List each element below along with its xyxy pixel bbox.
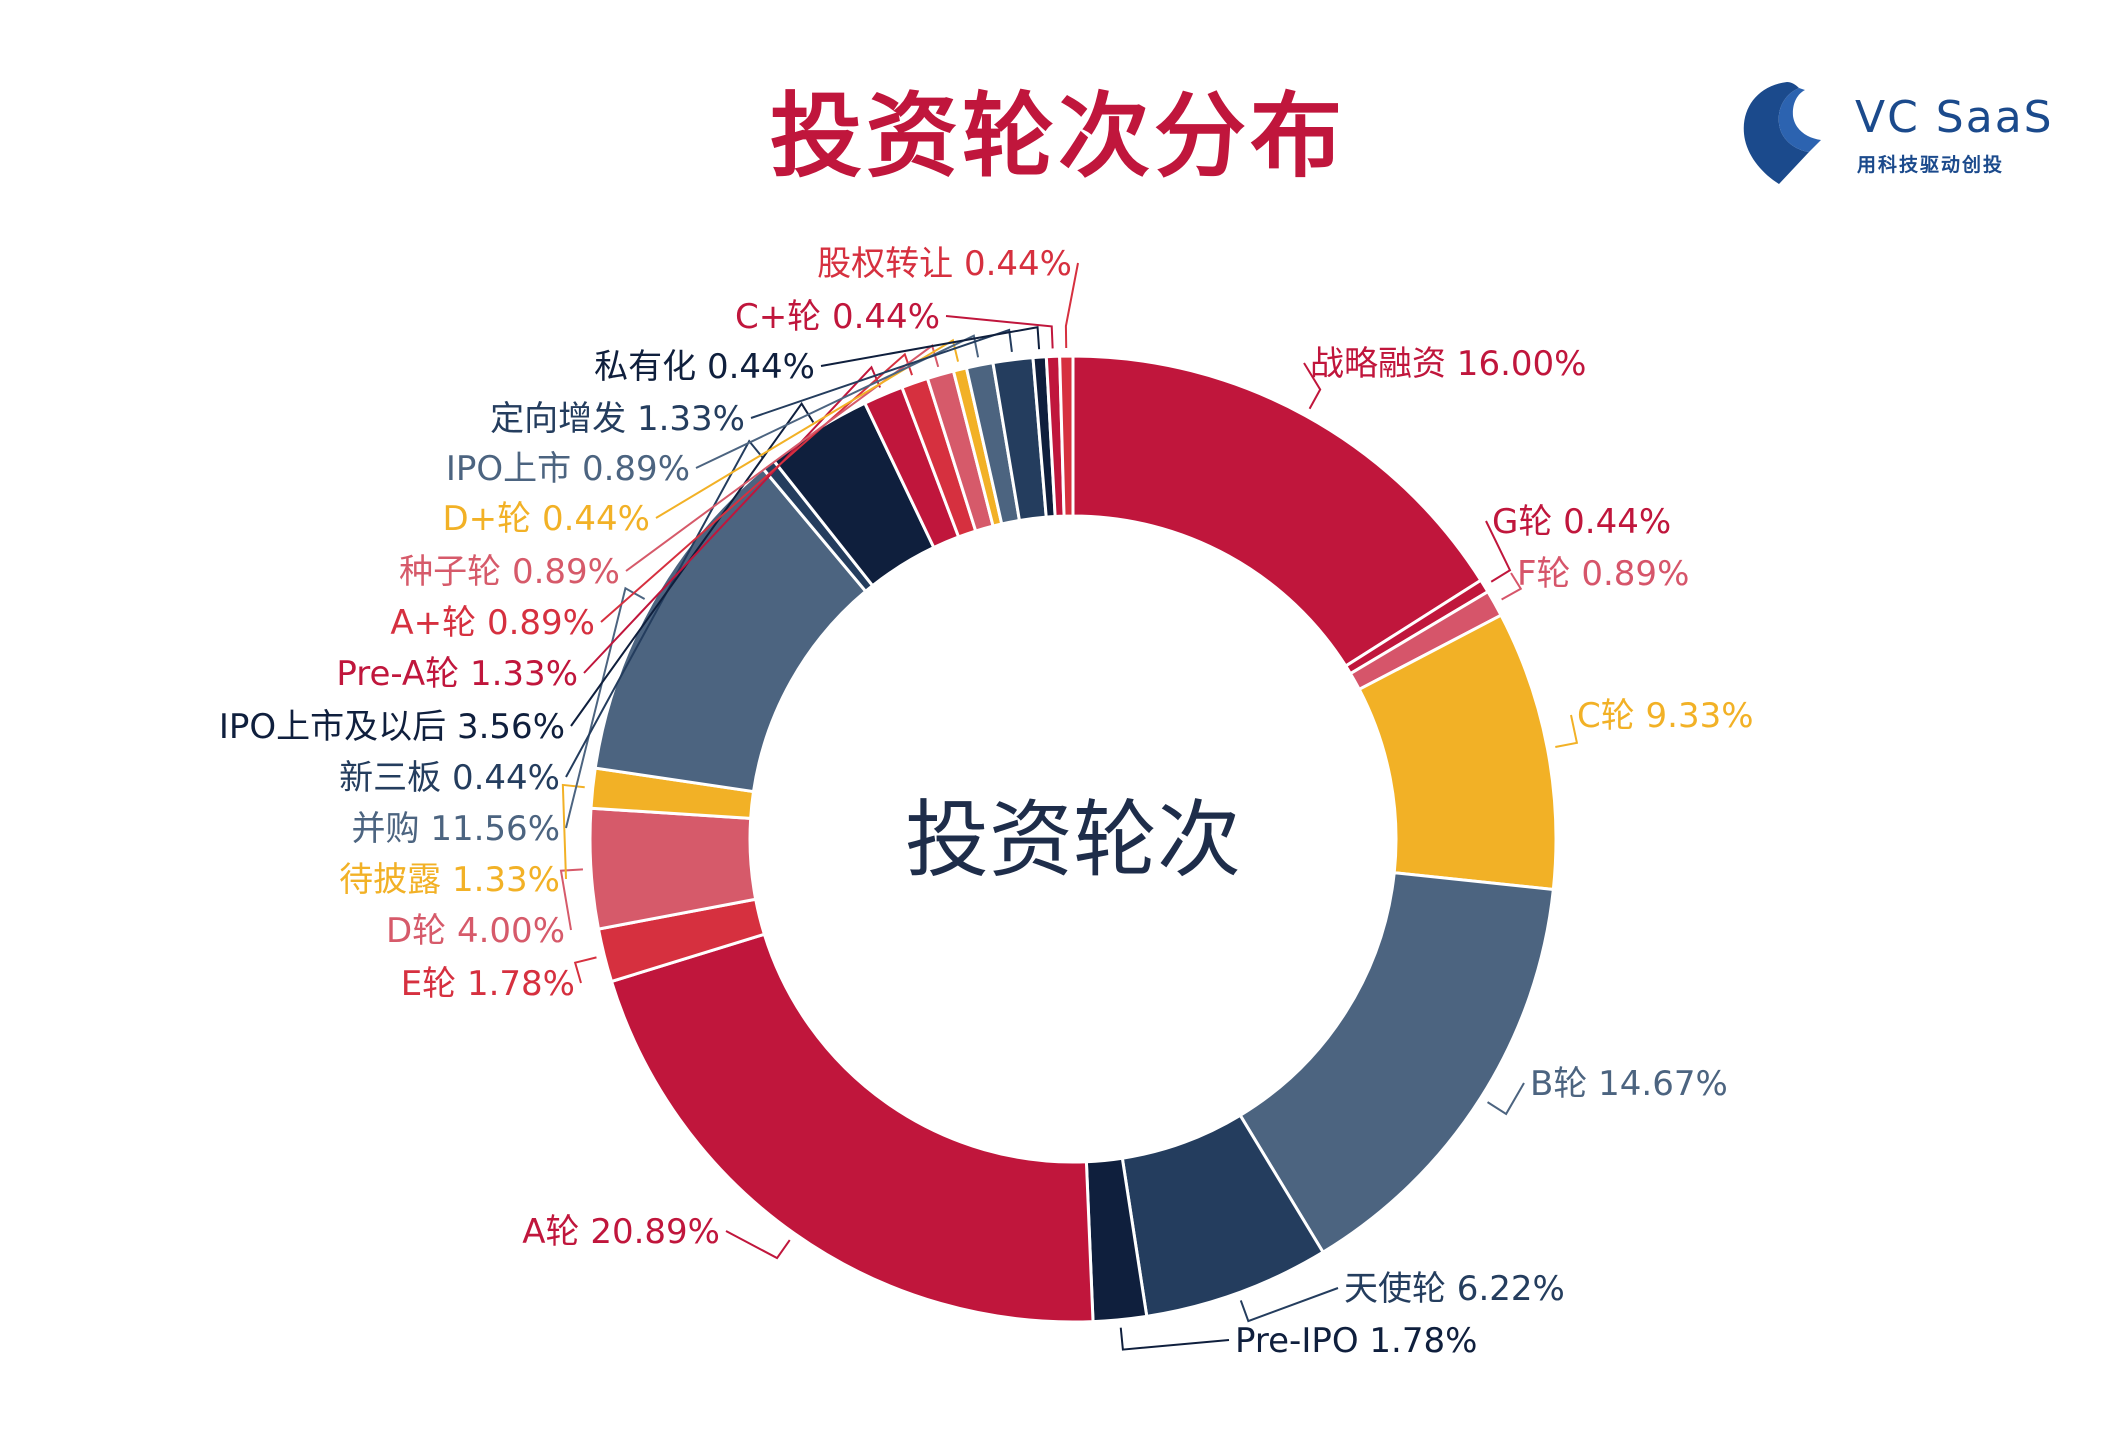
slice-label: IPO上市 0.89% bbox=[446, 449, 690, 489]
slice-label: 股权转让 0.44% bbox=[817, 244, 1072, 284]
leader-line bbox=[695, 334, 980, 469]
slice-label: 天使轮 6.22% bbox=[1344, 1269, 1565, 1309]
logo-tagline: 用科技驱动创投 bbox=[1857, 154, 2005, 176]
vcsaas-logo-icon bbox=[1743, 82, 1821, 184]
logo-name: VC SaaS bbox=[1855, 92, 2054, 143]
donut-slice bbox=[609, 932, 1095, 1324]
slice-label: 新三板 0.44% bbox=[339, 758, 560, 798]
slice-label: F轮 0.89% bbox=[1517, 554, 1689, 594]
leader-line bbox=[570, 401, 815, 727]
slice-label: 战略融资 16.00% bbox=[1310, 344, 1586, 384]
slice-label: A+轮 0.89% bbox=[390, 603, 595, 643]
slice-label: 定向增发 1.33% bbox=[490, 399, 745, 439]
leader-line bbox=[565, 586, 646, 829]
leader-line bbox=[1119, 1327, 1230, 1351]
page-title: 投资轮次分布 bbox=[769, 83, 1346, 190]
slice-label: A轮 20.89% bbox=[522, 1212, 720, 1252]
leader-line bbox=[820, 326, 1041, 367]
slice-label: G轮 0.44% bbox=[1492, 502, 1671, 542]
slice-labels: 战略融资 16.00% G轮 0.44% F轮 0.89% C轮 9.33% B轮 14… bbox=[219, 244, 1754, 1361]
slice-label: C+轮 0.44% bbox=[735, 297, 940, 337]
donut-slice bbox=[1238, 871, 1556, 1255]
slice-label: Pre-IPO 1.78% bbox=[1235, 1321, 1477, 1361]
slice-label: 待披露 1.33% bbox=[339, 860, 560, 900]
leader-line bbox=[1486, 1082, 1525, 1116]
slice-label: 种子轮 0.89% bbox=[399, 552, 620, 592]
leader-line bbox=[600, 352, 913, 623]
slice-label: 私有化 0.44% bbox=[594, 347, 815, 387]
leader-line bbox=[725, 1230, 791, 1260]
leader-line bbox=[1064, 262, 1079, 349]
leader-line bbox=[559, 868, 584, 931]
leader-line bbox=[573, 956, 597, 984]
slice-label: D轮 4.00% bbox=[386, 911, 565, 951]
leader-line bbox=[561, 783, 585, 880]
leader-line bbox=[1239, 1287, 1339, 1323]
leader-lines bbox=[559, 262, 1579, 1351]
donut-slice bbox=[1071, 354, 1483, 669]
donut-slices bbox=[588, 354, 1558, 1324]
slice-label: C轮 9.33% bbox=[1577, 696, 1754, 736]
slice-label: 并购 11.56% bbox=[352, 809, 560, 849]
slice-label: D+轮 0.44% bbox=[443, 499, 651, 539]
donut-slice bbox=[1058, 354, 1075, 518]
slice-label: IPO上市及以后 3.56% bbox=[219, 707, 565, 747]
leader-line bbox=[565, 439, 764, 778]
slice-label: B轮 14.67% bbox=[1530, 1064, 1728, 1104]
leader-line bbox=[1303, 362, 1322, 410]
leader-line bbox=[750, 328, 1013, 419]
leader-line bbox=[945, 315, 1054, 349]
slice-label: E轮 1.78% bbox=[401, 964, 575, 1004]
logo: VC SaaS 用科技驱动创投 bbox=[1735, 78, 2052, 188]
leader-line bbox=[655, 338, 960, 519]
leader-line bbox=[1555, 714, 1579, 748]
slice-label: Pre-A轮 1.33% bbox=[336, 654, 578, 694]
center-label: 投资轮次 bbox=[905, 791, 1241, 889]
leader-line bbox=[1485, 520, 1512, 583]
leader-line bbox=[1501, 572, 1523, 601]
